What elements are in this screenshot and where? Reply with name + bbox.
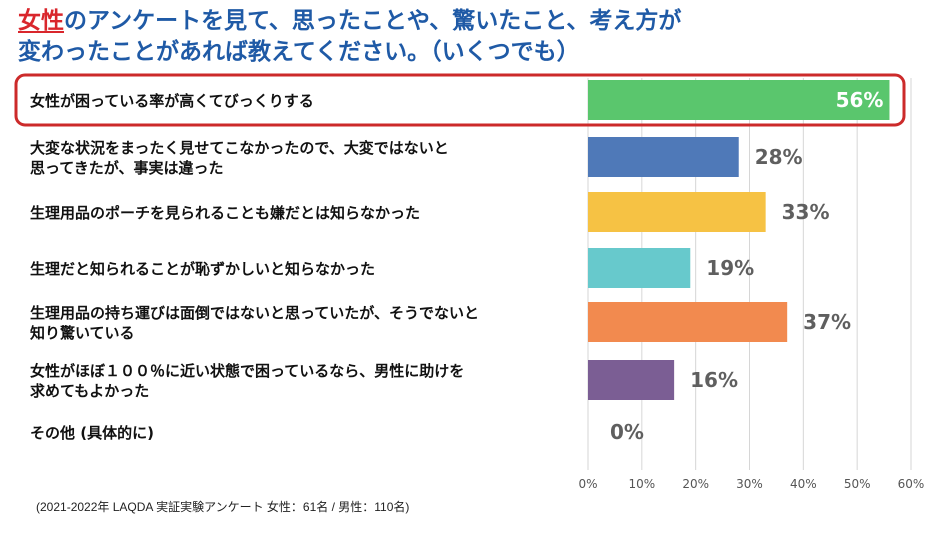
data-label: 19% — [706, 256, 754, 280]
data-label: 33% — [782, 200, 830, 224]
x-tick-label: 60% — [898, 477, 925, 491]
category-label: 生理だと知られることが恥ずかしいと知らなかった — [30, 260, 375, 278]
source-note: (2021-2022年 LAQDA 実証実験アンケート 女性：61名 / 男性：… — [36, 500, 410, 514]
category-label: 生理用品の持ち運びは面倒ではないと思っていたが、そうでないと — [30, 304, 479, 322]
data-label: 56% — [836, 88, 884, 112]
category-label: 女性がほぼ１００％に近い状態で困っているなら、男性に助けを — [30, 362, 464, 380]
category-label: 求めてもよかった — [30, 382, 149, 400]
x-tick-label: 40% — [790, 477, 817, 491]
category-label: 女性が困っている率が高くてびっくりする — [30, 92, 314, 110]
data-label: 16% — [690, 368, 738, 392]
x-tick-label: 20% — [682, 477, 709, 491]
data-label: 37% — [803, 310, 851, 334]
category-label: 知り驚いている — [30, 324, 135, 342]
category-label: 大変な状況をまったく見せてこなかったので、大変ではないと — [30, 139, 449, 157]
category-label: 生理用品のポーチを見られることも嫌だとは知らなかった — [30, 204, 420, 222]
chart-title: 女性のアンケートを見て、思ったことや、驚いたこと、考え方が変わったことがあれば教… — [18, 6, 938, 68]
x-tick-label: 0% — [578, 477, 597, 491]
bar — [588, 80, 890, 120]
bar — [588, 192, 766, 232]
title-line1: のアンケートを見て、思ったことや、驚いたこと、考え方が — [64, 8, 682, 34]
bar — [588, 302, 788, 342]
category-label: その他 (具体的に) — [30, 424, 154, 442]
title-line2: 変わったことがあれば教えてください。（いくつでも） — [18, 39, 580, 65]
bar — [588, 248, 691, 288]
data-label: 28% — [755, 145, 803, 169]
bar — [588, 137, 739, 177]
data-label: 0% — [610, 420, 644, 444]
bar — [588, 360, 675, 400]
highlight-frame — [14, 73, 906, 127]
x-tick-label: 30% — [736, 477, 763, 491]
category-label: 思ってきたが、事実は違った — [30, 159, 224, 177]
title-highlight: 女性 — [18, 8, 64, 34]
x-tick-label: 10% — [628, 477, 655, 491]
x-tick-label: 50% — [844, 477, 871, 491]
